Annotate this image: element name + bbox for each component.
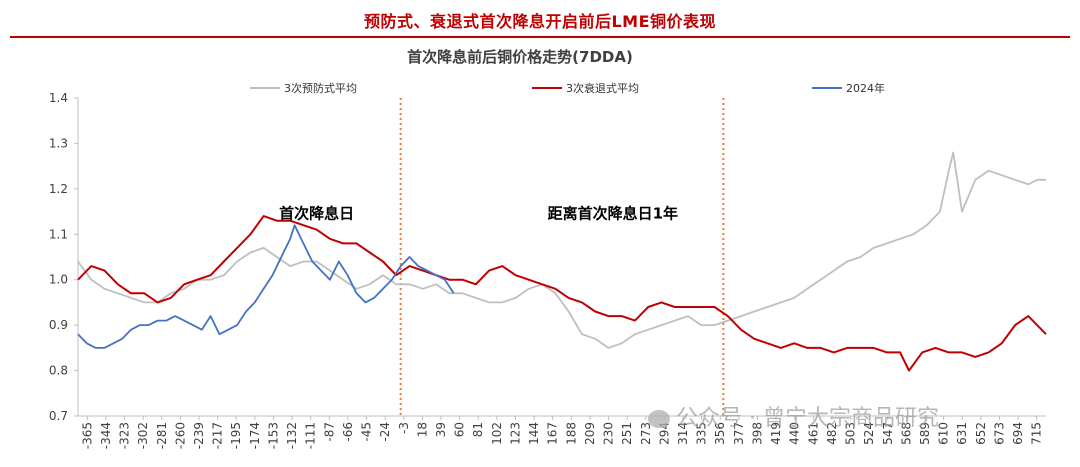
reference-lines	[399, 98, 725, 416]
legend-label: 3次预防式平均	[284, 81, 357, 95]
x-tick-label: -281	[155, 422, 169, 449]
x-tick-label: -87	[322, 422, 336, 442]
x-tick-label: 356	[713, 422, 727, 445]
chart-annotation: 首次降息日	[279, 204, 354, 222]
x-tick-label: -45	[360, 422, 374, 442]
x-tick-label: 673	[992, 422, 1006, 445]
y-tick-label: 1.0	[49, 273, 68, 287]
series-layer	[77, 151, 1047, 372]
x-tick-label: 610	[937, 422, 951, 445]
x-tick-label: 102	[490, 422, 504, 445]
x-tick-label: -365	[80, 422, 94, 449]
x-tick-label: -323	[118, 422, 132, 449]
x-tick-label: -24	[378, 422, 392, 442]
x-tick-label: 398	[750, 422, 764, 445]
y-tick-label: 1.4	[49, 91, 68, 105]
chart-title: 首次降息前后铜价格走势(7DDA)	[407, 48, 633, 66]
y-tick-label: 1.2	[49, 182, 68, 196]
x-tick-label: -260	[173, 422, 187, 449]
wechat-icon	[648, 410, 670, 428]
x-tick-label: 482	[825, 422, 839, 445]
x-tick-label: -239	[192, 422, 206, 449]
y-tick-label: 0.9	[49, 318, 68, 332]
x-tick-label: 377	[732, 422, 746, 445]
x-tick-label: 694	[1011, 422, 1025, 445]
y-tick-label: 0.8	[49, 364, 68, 378]
x-tick-label: 123	[508, 422, 522, 445]
x-tick-label: 273	[639, 422, 653, 445]
x-tick-label: -132	[285, 422, 299, 449]
y-tick-label: 1.1	[49, 227, 68, 241]
x-tick-label: 589	[918, 422, 932, 445]
legend-label: 2024年	[846, 81, 885, 95]
watermark-text: 公众号 · 曾宁大宗商品研究	[676, 406, 939, 431]
series-line	[77, 151, 1046, 349]
x-tick-label: 81	[471, 422, 485, 437]
x-tick-label: 209	[583, 422, 597, 445]
x-tick-label: -111	[304, 422, 318, 449]
watermark: 公众号 · 曾宁大宗商品研究	[648, 400, 939, 432]
y-tick-label: 1.3	[49, 136, 68, 150]
y-tick-label: 0.7	[49, 409, 68, 423]
x-tick-label: -302	[136, 422, 150, 449]
x-tick-label: 314	[676, 422, 690, 445]
x-tick-label: 18	[415, 422, 429, 437]
legend-label: 3次衰退式平均	[566, 81, 639, 95]
x-tick-label: 440	[788, 422, 802, 445]
x-tick-label: -195	[229, 422, 243, 449]
x-tick-label: 251	[620, 422, 634, 445]
x-tick-label: 547	[881, 422, 895, 445]
x-tick-label: 144	[527, 422, 541, 445]
x-tick-label: 524	[862, 422, 876, 445]
report-header: 预防式、衰退式首次降息开启前后LME铜价表现	[0, 0, 1080, 38]
x-tick-label: 503	[844, 422, 858, 445]
x-tick-label: 167	[546, 422, 560, 445]
x-tick-label: 652	[974, 422, 988, 445]
x-tick-label: -174	[248, 422, 262, 449]
series-line	[77, 224, 455, 349]
x-tick-label: 60	[453, 422, 467, 437]
x-tick-label: -153	[266, 422, 280, 449]
x-tick-label: 715	[1030, 422, 1044, 445]
x-tick-label: 335	[695, 422, 709, 445]
report-title: 预防式、衰退式首次降息开启前后LME铜价表现	[363, 12, 717, 31]
legend: 3次预防式平均 3次衰退式平均 2024年	[250, 81, 885, 95]
series-line	[77, 215, 1047, 372]
x-tick-label: -344	[99, 422, 113, 449]
x-tick-label: 188	[564, 422, 578, 445]
line-chart: 首次降息前后铜价格走势(7DDA) 3次预防式平均 3次衰退式平均 2024年 0.…	[49, 48, 1047, 449]
x-tick-label: 39	[434, 422, 448, 437]
x-tick-label: -217	[211, 422, 225, 449]
x-tick-label: 419	[769, 422, 783, 445]
chart-annotation: 距离首次降息日1年	[548, 204, 678, 222]
annotations: 首次降息日 距离首次降息日1年	[279, 204, 678, 222]
x-tick-label: -66	[341, 422, 355, 442]
header-divider	[10, 36, 1070, 38]
x-tick-label: 461	[806, 422, 820, 445]
x-tick-label: -3	[397, 422, 411, 434]
x-tick-label: 631	[955, 422, 969, 445]
chart-axes: 0.7 0.8 0.9 1.0 1.1 1.2 1.3 1.4 -365 -344 -323 -302…	[49, 91, 1046, 449]
x-tick-label: 230	[602, 422, 616, 445]
x-tick-label: 568	[899, 422, 913, 445]
